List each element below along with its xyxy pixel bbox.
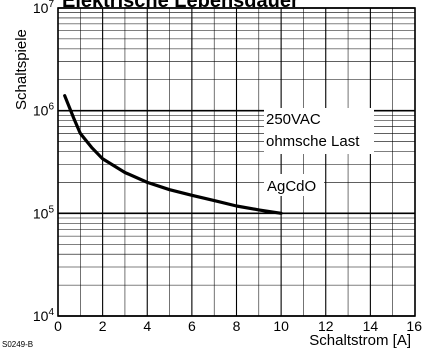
chart-title: Elektrische Lebensdauer [62,0,299,12]
x-tick-label: 8 [233,318,241,334]
y-tick-label: 105 [33,204,55,221]
x-tick-label: 16 [406,318,422,334]
x-tick-label: 12 [318,318,334,334]
x-tick-label: 0 [54,318,62,334]
grid [57,7,416,317]
x-tick-label: 6 [188,318,196,334]
annotation-box-material [264,174,324,196]
x-axis-label: Schaltstrom [A] [309,332,411,349]
y-tick-labels: 104 105 106 107 [33,0,55,324]
series-line [63,94,283,215]
y-tick-label: 106 [33,102,55,119]
figure-code: S0249-B [2,340,33,349]
annotation-load: ohmsche Last [266,133,360,150]
y-tick-label: 107 [33,0,55,16]
annotation-box-voltage [264,108,374,154]
series-layer [63,94,283,215]
x-tick-labels: 0 2 4 6 8 10 12 14 16 [54,318,422,334]
x-tick-label: 14 [363,318,379,334]
annotation-material: AgCdO [267,178,316,195]
y-axis-label: Schaltspiele [13,29,30,110]
x-tick-label: 10 [273,318,289,334]
x-tick-label: 2 [99,318,107,334]
annotation-voltage: 250VAC [266,111,321,128]
x-tick-label: 4 [143,318,151,334]
plot-frame [57,7,416,317]
y-tick-label: 104 [33,307,55,324]
